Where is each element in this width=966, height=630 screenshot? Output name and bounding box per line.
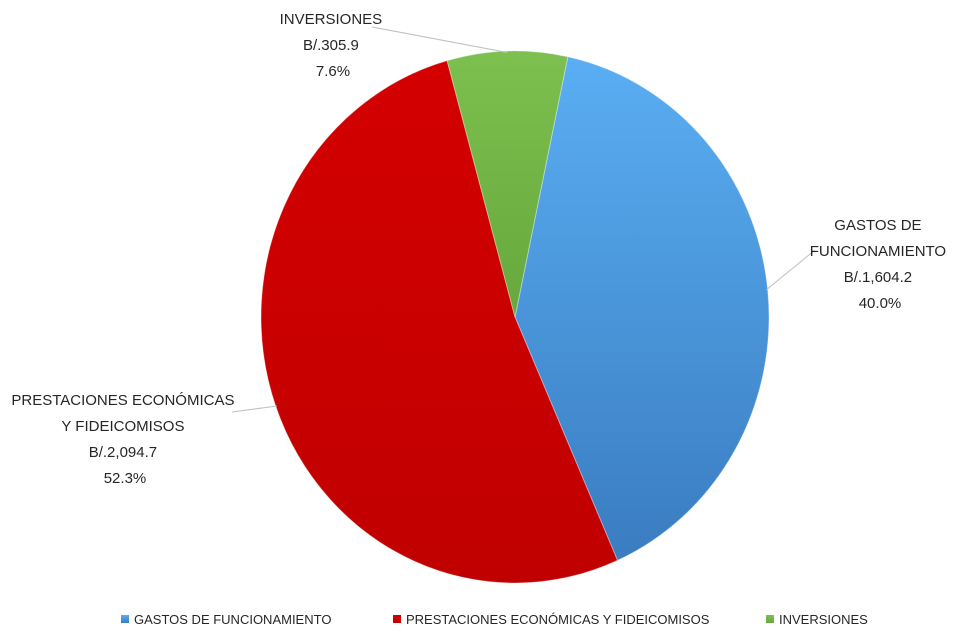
slice-label-prestaciones-name-2: Y FIDEICOMISOS (61, 418, 184, 435)
legend-swatch-inversiones (766, 615, 774, 623)
slice-label-gastos-value: B/.1,604.2 (844, 269, 912, 286)
legend-item-prestaciones: PRESTACIONES ECONÓMICAS Y FIDEICOMISOS (393, 612, 710, 627)
legend-swatch-gastos (121, 615, 129, 623)
legend-label-inversiones: INVERSIONES (779, 612, 868, 627)
slice-label-prestaciones-value: B/.2,094.7 (89, 444, 157, 461)
slice-label-gastos: GASTOS DE FUNCIONAMIENTO B/.1,604.2 40.0… (810, 217, 951, 312)
legend-item-gastos: GASTOS DE FUNCIONAMIENTO (121, 612, 331, 627)
slice-label-inversiones-value: B/.305.9 (303, 37, 359, 54)
slice-label-prestaciones: PRESTACIONES ECONÓMICAS Y FIDEICOMISOS B… (11, 392, 238, 487)
slice-gastos (514, 56, 770, 562)
slice-label-inversiones-name: INVERSIONES (280, 11, 383, 28)
legend-label-prestaciones: PRESTACIONES ECONÓMICAS Y FIDEICOMISOS (406, 612, 710, 627)
pie-slices (260, 50, 770, 584)
slice-label-gastos-name-2: FUNCIONAMIENTO (810, 243, 946, 260)
leader-line-inversiones (371, 26, 508, 53)
slice-label-gastos-percent: 40.0% (859, 295, 902, 312)
slice-label-prestaciones-name-1: PRESTACIONES ECONÓMICAS (11, 392, 234, 409)
slice-label-prestaciones-percent: 52.3% (104, 470, 147, 487)
legend: GASTOS DE FUNCIONAMIENTO PRESTACIONES EC… (121, 612, 868, 627)
leader-lines (231, 26, 816, 413)
slice-inversiones (446, 50, 569, 318)
leader-line-gastos (766, 249, 816, 291)
slice-label-inversiones: INVERSIONES B/.305.9 7.6% (280, 11, 387, 80)
legend-swatch-prestaciones (393, 615, 401, 623)
legend-item-inversiones: INVERSIONES (766, 612, 868, 627)
legend-label-gastos: GASTOS DE FUNCIONAMIENTO (134, 612, 331, 627)
slice-label-inversiones-percent: 7.6% (316, 63, 350, 80)
slice-label-gastos-name-1: GASTOS DE (834, 217, 921, 234)
leader-line-prestaciones (231, 405, 278, 413)
